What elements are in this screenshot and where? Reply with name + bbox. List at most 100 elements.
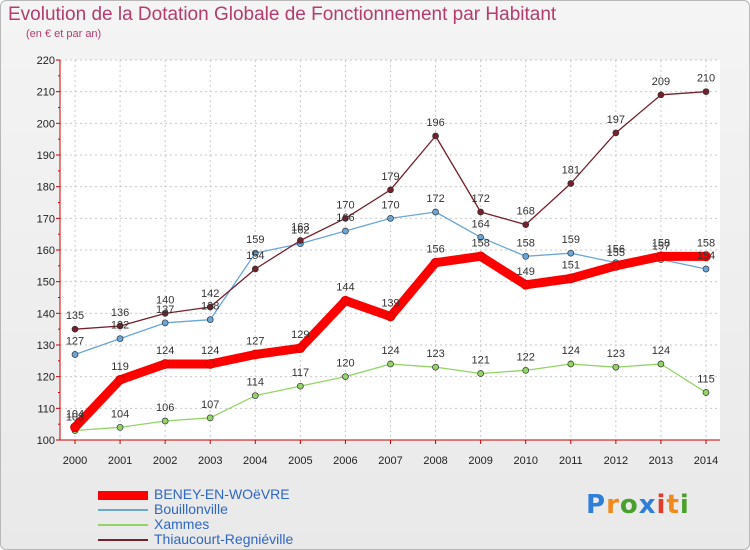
data-point — [701, 251, 711, 262]
data-point — [567, 180, 575, 187]
data-label: 181 — [562, 165, 580, 177]
data-point — [297, 382, 304, 390]
data-point — [520, 279, 531, 290]
x-tick-label: 2006 — [333, 455, 357, 467]
data-label: 124 — [201, 345, 219, 357]
data-label: 104 — [111, 408, 129, 420]
data-label: 168 — [517, 206, 535, 218]
data-label: 127 — [66, 336, 84, 348]
y-tick-label: 190 — [37, 150, 55, 162]
data-point — [475, 251, 486, 262]
data-point — [295, 343, 306, 354]
x-tick-label: 2010 — [513, 455, 537, 467]
x-tick-label: 2008 — [423, 455, 447, 467]
y-tick-label: 180 — [37, 182, 55, 194]
data-label: 124 — [156, 345, 174, 357]
data-label: 138 — [201, 301, 219, 313]
y-tick-label: 210 — [37, 87, 55, 99]
data-label: 123 — [426, 348, 444, 360]
data-label: 154 — [246, 250, 264, 262]
data-point — [342, 214, 349, 222]
data-label: 166 — [336, 212, 354, 224]
data-label: 140 — [156, 294, 174, 306]
data-label: 162 — [291, 225, 309, 237]
data-label: 151 — [562, 260, 580, 272]
data-point — [430, 257, 441, 268]
y-tick-label: 140 — [37, 308, 55, 320]
data-point — [387, 360, 394, 368]
data-point — [116, 335, 124, 343]
y-tick-label: 130 — [37, 340, 55, 352]
x-tick-label: 2014 — [694, 455, 718, 467]
data-point — [250, 349, 261, 360]
data-point — [702, 88, 710, 96]
data-point — [477, 233, 484, 241]
data-point — [297, 237, 304, 244]
data-point — [116, 423, 124, 431]
x-tick-label: 2003 — [198, 455, 222, 467]
y-tick-label: 200 — [37, 118, 55, 130]
data-point — [567, 360, 575, 368]
data-point — [522, 252, 530, 260]
data-label: 122 — [517, 351, 535, 363]
data-label: 106 — [156, 402, 174, 414]
data-label: 179 — [381, 171, 399, 183]
data-label: 170 — [336, 199, 354, 211]
legend-swatch — [98, 509, 148, 511]
data-label: 117 — [292, 367, 310, 379]
data-point — [205, 359, 216, 369]
data-label: 149 — [517, 266, 535, 278]
y-tick-label: 120 — [37, 372, 55, 384]
data-point — [387, 214, 394, 222]
data-label: 158 — [697, 237, 715, 249]
data-label: 196 — [426, 117, 444, 129]
y-tick-label: 110 — [37, 403, 55, 415]
logo-letter: P — [586, 490, 607, 520]
data-label: 124 — [562, 345, 580, 357]
data-label: 210 — [697, 73, 715, 85]
data-point — [115, 374, 125, 385]
data-point — [611, 260, 621, 271]
data-label: 154 — [697, 250, 715, 262]
data-label: 157 — [652, 241, 670, 253]
data-point — [161, 417, 169, 425]
data-label: 209 — [652, 76, 670, 88]
x-tick-label: 2005 — [288, 455, 312, 467]
data-label: 124 — [381, 345, 399, 357]
data-point — [385, 311, 396, 322]
data-point — [206, 414, 214, 422]
data-label: 144 — [336, 282, 354, 294]
data-point — [71, 325, 79, 333]
x-tick-label: 2002 — [153, 455, 177, 467]
y-tick-label: 100 — [37, 435, 55, 447]
legend-label: Thiaucourt-Regniéville — [154, 531, 294, 547]
legend-swatch — [98, 539, 148, 541]
legend-label: BENEY-EN-WOëVRE — [154, 486, 290, 502]
chart-title: Evolution de la Dotation Globale de Fonc… — [8, 4, 557, 25]
data-label: 119 — [111, 361, 129, 373]
data-point — [432, 363, 439, 371]
data-label: 159 — [246, 234, 264, 246]
data-point — [70, 422, 80, 433]
legend-label: Xammes — [154, 516, 210, 532]
data-point — [432, 132, 439, 140]
data-point — [340, 295, 351, 306]
x-tick-label: 2000 — [63, 455, 87, 467]
data-point — [71, 351, 79, 358]
data-point — [522, 221, 530, 229]
data-point — [251, 392, 259, 400]
x-tick-label: 2009 — [468, 455, 492, 467]
data-label: 121 — [471, 355, 489, 367]
data-label: 156 — [426, 244, 444, 256]
data-label: 114 — [247, 377, 265, 389]
logo-letter: r — [606, 490, 620, 520]
data-label: 136 — [111, 307, 129, 319]
data-point — [206, 303, 214, 311]
logo-letter: o — [619, 490, 639, 520]
data-label: 155 — [607, 247, 625, 259]
x-tick-label: 2007 — [378, 455, 402, 467]
data-label: 123 — [607, 348, 625, 360]
y-tick-label: 220 — [37, 55, 55, 67]
data-point — [161, 309, 169, 317]
x-tick-label: 2011 — [559, 455, 583, 467]
